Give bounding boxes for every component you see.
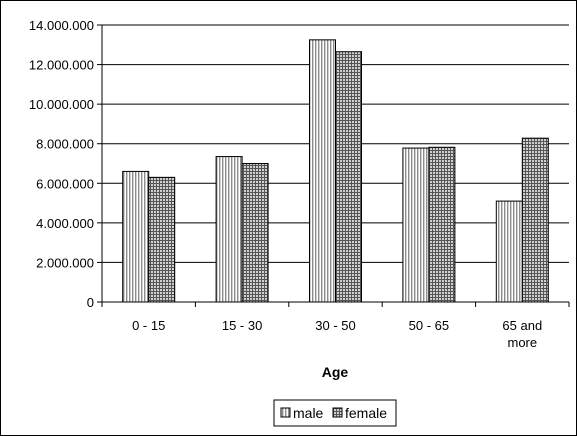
bar-male-0 <box>122 170 150 303</box>
y-tick-label: 14.000.000 <box>29 18 94 33</box>
bar-male-2 <box>309 39 336 303</box>
bar-female-3 <box>428 146 456 303</box>
bar-male-1 <box>215 156 243 303</box>
x-tick-label: 0 - 15 <box>132 318 165 333</box>
x-axis-title: Age <box>322 364 349 380</box>
y-tick-label: 12.000.000 <box>29 58 94 73</box>
bar-female-1 <box>241 163 269 303</box>
x-tick-label: more <box>507 335 537 350</box>
x-tick-label: 30 - 50 <box>315 318 355 333</box>
bar-female-4 <box>521 137 549 303</box>
bar-female-0 <box>148 176 176 303</box>
x-tick-label: 15 - 30 <box>222 318 262 333</box>
legend: male female <box>273 399 397 427</box>
legend-label-male: male <box>293 405 324 421</box>
y-tick-label: 10.000.000 <box>29 97 94 112</box>
legend-swatch-female <box>332 407 343 418</box>
y-tick-label: 4.000.000 <box>36 216 94 231</box>
bar-male-3 <box>402 147 430 303</box>
y-tick-label: 2.000.000 <box>36 255 94 270</box>
y-tick-label: 8.000.000 <box>36 137 94 152</box>
bar-male-4 <box>495 200 523 303</box>
x-tick-label: 65 and <box>502 318 542 333</box>
x-tick-label: 50 - 65 <box>409 318 449 333</box>
y-tick-label: 0 <box>87 295 94 310</box>
y-tick-label: 6.000.000 <box>36 176 94 191</box>
legend-label-female: female <box>345 405 387 421</box>
bar-female-2 <box>335 51 362 303</box>
legend-swatch-male <box>280 407 291 418</box>
